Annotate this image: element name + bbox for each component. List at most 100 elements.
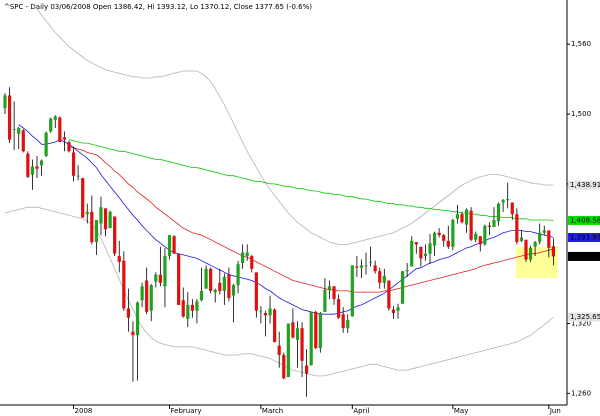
candle-body — [3, 95, 7, 109]
candle-body — [67, 141, 71, 152]
candle-body — [524, 239, 528, 260]
candle-body — [94, 219, 98, 243]
candle-body — [108, 211, 112, 229]
candle-body — [446, 240, 450, 247]
candle-body — [432, 232, 437, 246]
value-tag — [568, 215, 600, 225]
candle-body — [81, 178, 85, 218]
candle-body — [39, 160, 44, 166]
candle-body — [254, 272, 258, 311]
candle-body — [382, 275, 386, 283]
candle-body — [487, 225, 492, 227]
candle-body — [359, 265, 364, 268]
chart-title: ^SPC - Daily 03/06/2008 Open 1386.42, Hi… — [4, 3, 312, 11]
candle-body — [163, 256, 167, 287]
candle-body — [464, 209, 469, 225]
candle-body — [17, 128, 21, 134]
candle-body — [327, 286, 332, 290]
candle-body — [469, 210, 473, 240]
candle-body — [145, 280, 149, 312]
candle-body — [199, 290, 204, 301]
value-tag — [568, 251, 600, 261]
candle-body — [277, 345, 281, 355]
candle-body — [167, 235, 172, 257]
candle-body — [85, 211, 89, 215]
candle-body — [222, 276, 226, 291]
candle-body — [190, 304, 194, 311]
y-tick-label: 1,260 — [571, 389, 591, 397]
candle-body — [378, 271, 382, 283]
candle-body — [181, 300, 185, 317]
candle-body — [35, 166, 39, 169]
candle-body — [71, 152, 76, 176]
candle-body — [318, 313, 322, 348]
value-tag-label: 1,393.93 — [570, 233, 600, 241]
candle-body — [496, 203, 501, 222]
candle-body — [391, 309, 396, 314]
candle-body — [501, 200, 505, 203]
candle-body — [273, 309, 277, 343]
candle-body — [113, 216, 117, 254]
candle-body — [245, 252, 249, 257]
candle-body — [414, 242, 418, 245]
candle-body — [154, 274, 158, 282]
candle-body — [437, 232, 441, 236]
candle-body — [547, 230, 551, 248]
candle-body — [218, 282, 222, 291]
candle-body — [314, 311, 318, 348]
value-tag-label: 1,325.65 — [570, 313, 600, 321]
overlay-line — [18, 124, 554, 315]
y-tick-label: 1,560 — [571, 40, 591, 48]
candle-body — [122, 260, 126, 309]
value-tag-label: 1,377.65 — [570, 252, 600, 260]
value-tag-label: 1,408.58 — [570, 216, 600, 224]
candle-body — [282, 354, 286, 379]
candle-body — [323, 289, 327, 312]
candle-body — [474, 233, 478, 240]
candle-body — [263, 313, 268, 316]
candle-body — [428, 243, 432, 254]
candle-body — [291, 322, 295, 338]
candle-body — [460, 214, 464, 223]
candle-body — [209, 268, 213, 291]
candle-body — [538, 232, 542, 243]
x-tick-label: March — [262, 407, 283, 415]
candle-body — [405, 270, 409, 272]
value-tag-label: 1,438.91 — [570, 181, 600, 189]
value-tag — [568, 180, 600, 190]
candle-body — [387, 280, 391, 309]
candle-body — [355, 266, 359, 268]
candle-body — [103, 208, 108, 230]
candle-body — [227, 274, 231, 298]
candle-body — [195, 301, 199, 311]
candle-body — [410, 240, 414, 267]
candle-body — [337, 299, 341, 318]
candle-body — [300, 328, 304, 361]
candle-body — [26, 153, 30, 177]
candle-body — [423, 253, 428, 257]
candle-body — [455, 214, 460, 219]
value-tag — [568, 232, 600, 242]
overlay-line — [68, 146, 554, 293]
highlight-zone — [516, 247, 558, 278]
candle-body — [350, 265, 354, 317]
candle-body — [332, 286, 336, 300]
candle-body — [62, 137, 67, 140]
candle-body — [478, 236, 482, 245]
candle-body — [58, 117, 62, 142]
candle-body — [373, 265, 377, 272]
candle-body — [140, 286, 144, 301]
candle-body — [346, 320, 350, 329]
candle-body — [204, 268, 208, 289]
candle-body — [286, 323, 290, 378]
candle-body — [551, 246, 555, 257]
candle-body — [131, 331, 135, 336]
candle-body — [305, 365, 309, 374]
candle-body — [369, 261, 373, 263]
overlay-line — [68, 139, 554, 221]
candle-body — [231, 285, 236, 296]
candle-body — [396, 307, 400, 311]
candle-body — [364, 265, 368, 267]
x-tick-label: May — [454, 407, 468, 415]
candle-body — [515, 214, 519, 243]
